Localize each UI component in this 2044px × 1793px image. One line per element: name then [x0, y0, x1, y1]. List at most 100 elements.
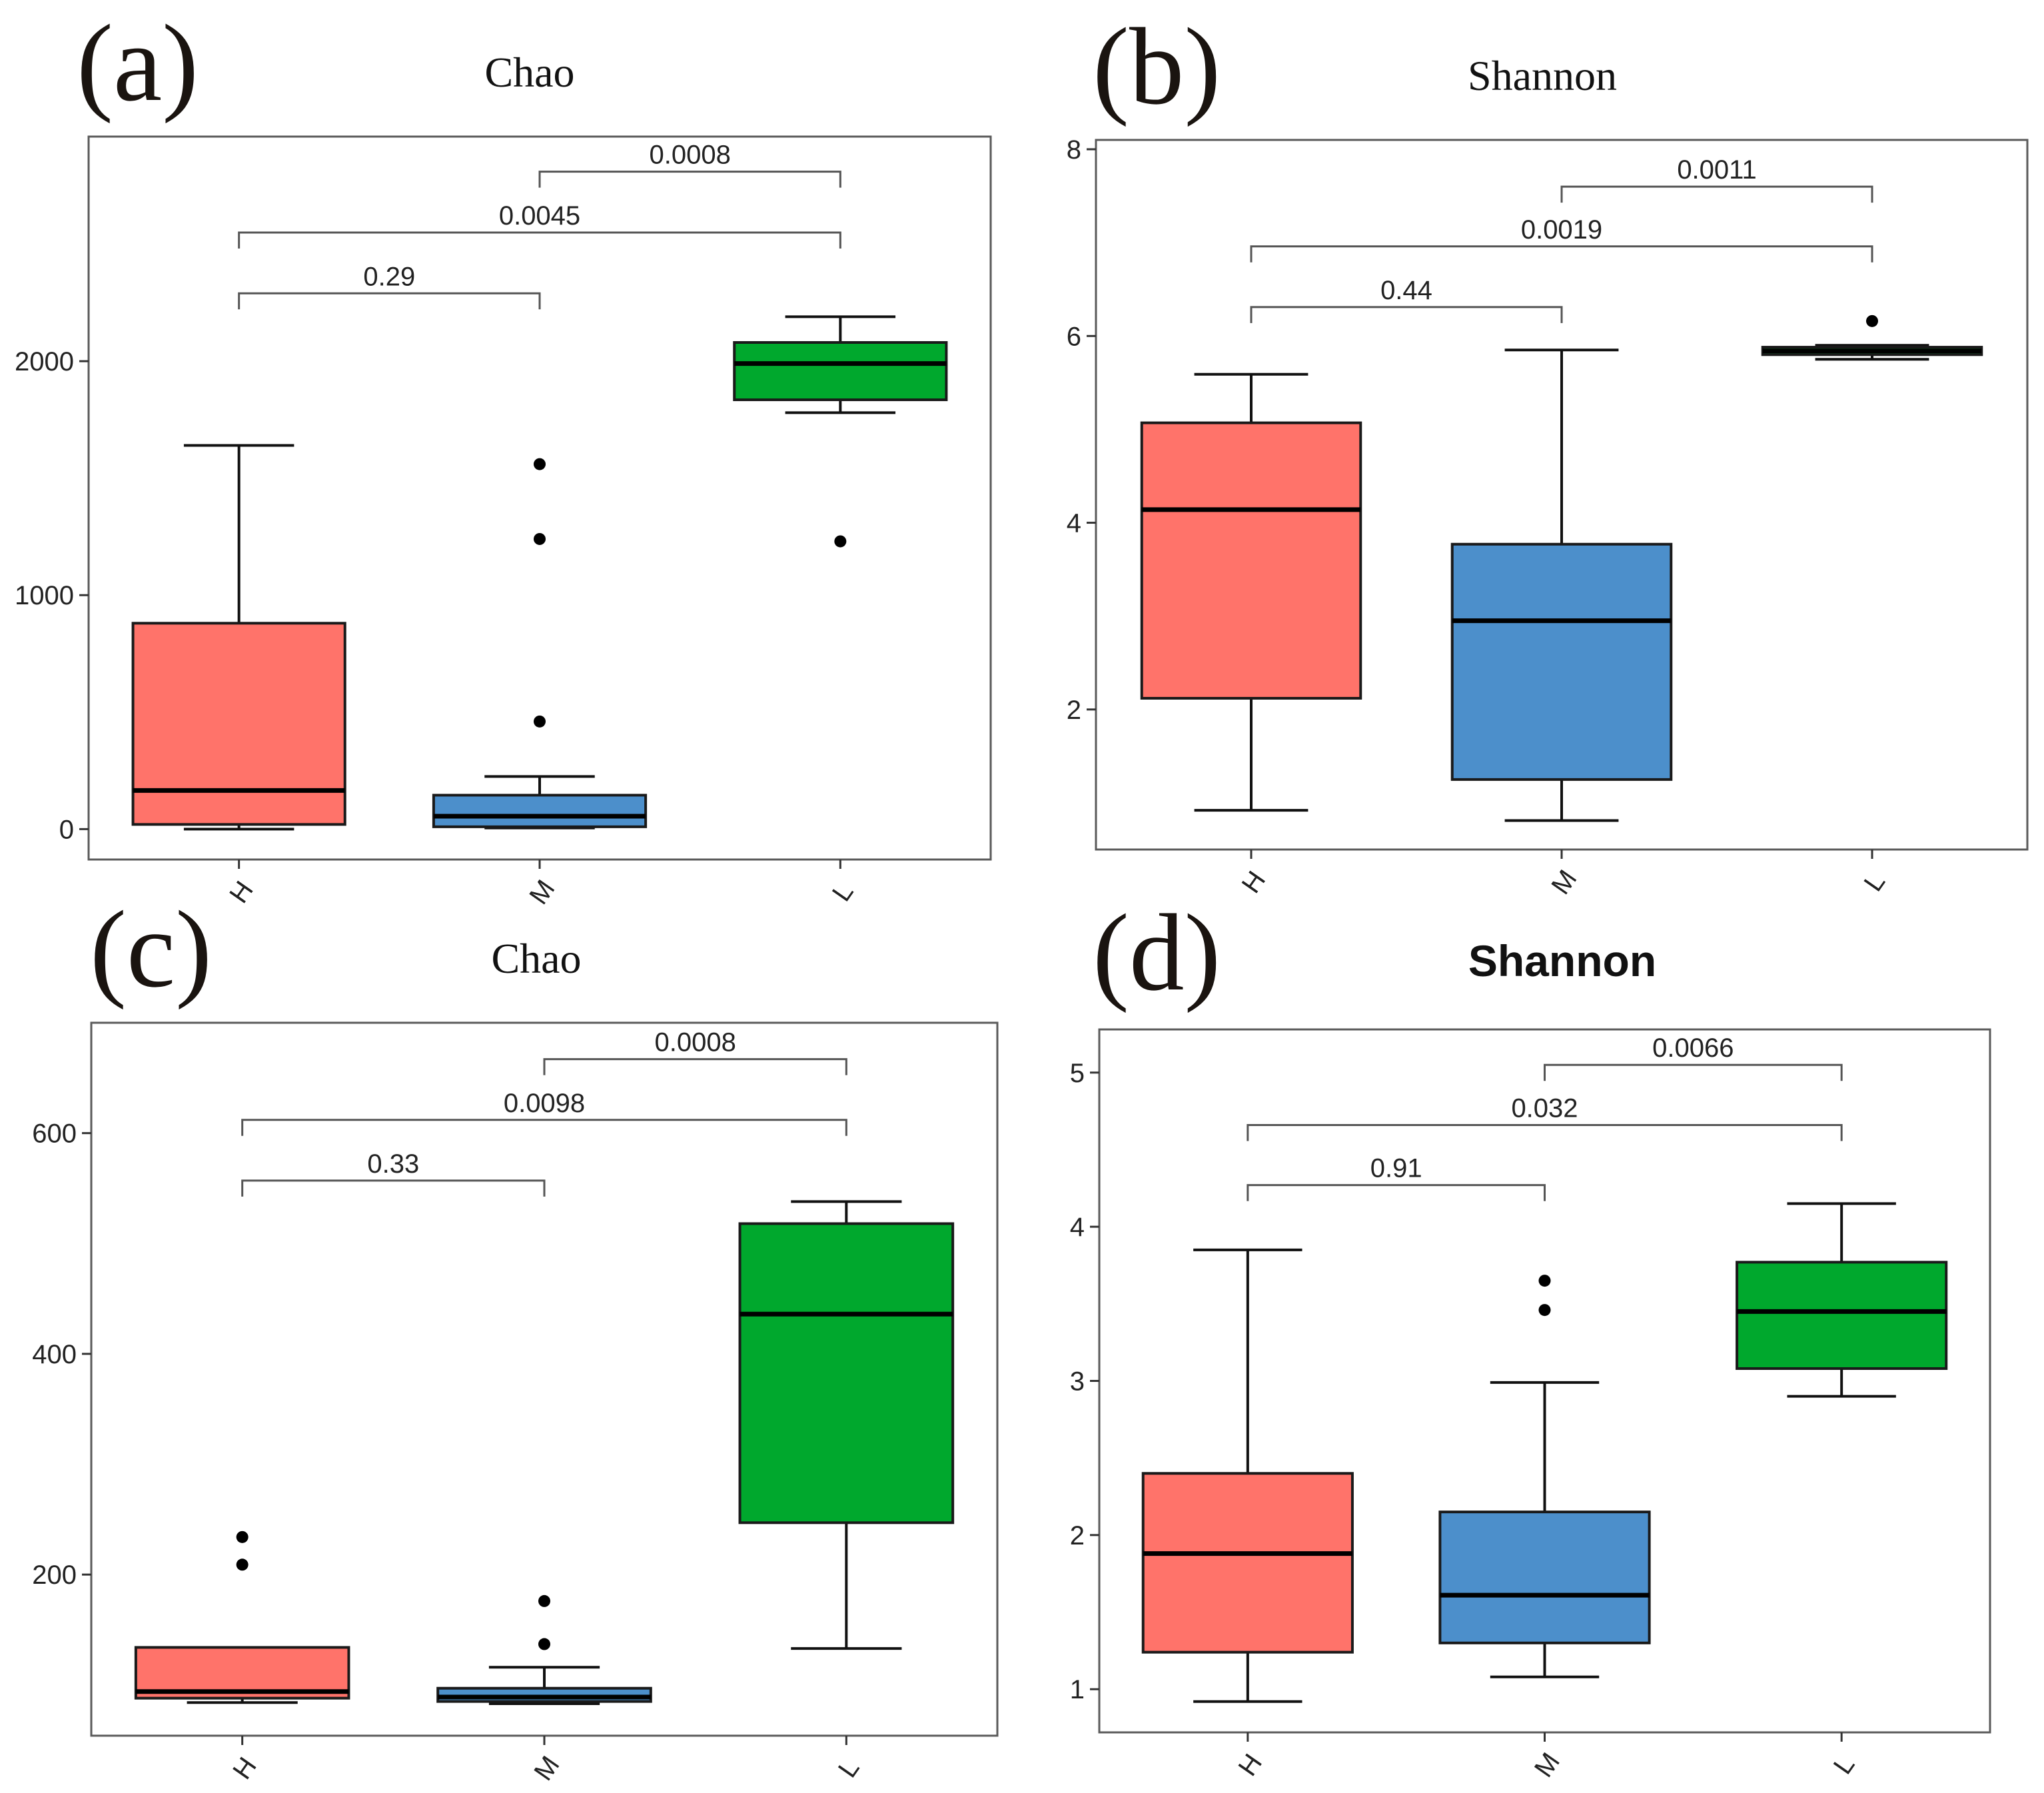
- box-L: [738, 1200, 955, 1650]
- significance-bracket: 0.032: [1247, 1093, 1843, 1141]
- panel-label: (c): [90, 888, 212, 1010]
- significance-bracket: 0.0066: [1544, 1033, 1843, 1081]
- box-H: [1141, 1248, 1354, 1703]
- significance-bracket: 0.0008: [538, 141, 841, 188]
- bracket-line: [1247, 1123, 1843, 1141]
- chart-title: Shannon: [1468, 52, 1617, 99]
- bracket-line: [1250, 306, 1563, 323]
- bracket-line: [241, 1179, 546, 1197]
- bracket-line: [543, 1058, 847, 1075]
- box-H: [134, 1530, 350, 1704]
- box-iqr: [1141, 1472, 1354, 1654]
- bracket-line: [241, 1119, 847, 1136]
- x-tick-label: H: [1237, 866, 1272, 899]
- chart-panel-c: (c) Chao 200 400 600 H M L 0.0008 0.0098 0.33: [32, 888, 999, 1786]
- y-tick-label: 1000: [15, 581, 74, 610]
- y-tick-label: 3: [1070, 1367, 1085, 1397]
- bracket-line: [238, 231, 841, 249]
- significance-bracket: 0.33: [241, 1149, 546, 1197]
- y-tick-label: 5: [1070, 1059, 1085, 1088]
- y-tick-label: 0: [59, 815, 74, 844]
- outlier-point: [1538, 1275, 1551, 1287]
- p-value-label: 0.0011: [1677, 155, 1756, 185]
- outlier-point: [534, 715, 546, 728]
- bracket-line: [238, 292, 541, 310]
- significance-bracket: 0.0011: [1560, 155, 1873, 203]
- bracket-line: [538, 171, 841, 188]
- chart-title: Shannon: [1468, 936, 1656, 985]
- x-tick-label: M: [1546, 865, 1582, 900]
- x-tick-label: H: [1233, 1749, 1268, 1782]
- outlier-point: [834, 535, 847, 548]
- box-iqr: [1140, 421, 1362, 700]
- y-tick-label: 4: [1070, 1213, 1085, 1242]
- chart-panel-a: (a) Chao 0 1000 2000 H M L 0.0008 0.0045 0.29: [15, 2, 992, 910]
- panel-label: (b): [1093, 5, 1221, 127]
- y-tick-label: 4: [1067, 509, 1081, 538]
- box-iqr: [432, 794, 648, 828]
- chart-title: Chao: [484, 49, 574, 96]
- x-tick-label: M: [1529, 1748, 1566, 1783]
- bracket-line: [1247, 1184, 1546, 1201]
- chart-title: Chao: [491, 935, 581, 982]
- x-tick-label: H: [227, 1752, 262, 1785]
- p-value-label: 0.032: [1511, 1093, 1578, 1123]
- y-tick-label: 400: [32, 1340, 77, 1369]
- box-iqr: [131, 622, 346, 826]
- outlier-point: [1538, 1304, 1551, 1317]
- significance-bracket: 0.0019: [1250, 215, 1873, 263]
- panel-label: (d): [1093, 892, 1221, 1013]
- y-tick-label: 1: [1070, 1675, 1085, 1704]
- bracket-line: [1250, 245, 1873, 263]
- x-tick-label: H: [224, 876, 259, 909]
- box-iqr: [1450, 542, 1673, 781]
- y-tick-label: 2000: [15, 347, 74, 376]
- outlier-point: [236, 1558, 249, 1571]
- chart-panel-d: (d) Shannon 1 2 3 4 5 H M L 0.0066 0.032 0.91: [1070, 892, 1991, 1783]
- box-iqr: [1736, 1261, 1948, 1370]
- outlier-point: [1866, 314, 1878, 327]
- y-tick-label: 2: [1070, 1521, 1085, 1550]
- y-tick-label: 600: [32, 1119, 77, 1149]
- box-M: [436, 1594, 652, 1705]
- p-value-label: 0.29: [363, 262, 415, 291]
- outlier-point: [538, 1638, 550, 1650]
- p-value-label: 0.0098: [504, 1089, 585, 1118]
- panel-label: (a): [77, 2, 199, 124]
- box-iqr: [1438, 1510, 1651, 1644]
- outlier-point: [534, 458, 546, 470]
- bracket-line: [1544, 1063, 1843, 1081]
- box-L: [733, 315, 948, 548]
- x-tick-label: M: [524, 875, 560, 910]
- box-iqr: [733, 340, 948, 402]
- significance-bracket: 0.91: [1247, 1154, 1546, 1201]
- x-tick-label: L: [1859, 868, 1891, 896]
- box-M: [432, 458, 648, 830]
- x-tick-label: L: [833, 1754, 865, 1782]
- y-tick-label: 8: [1067, 135, 1081, 165]
- p-value-label: 0.0008: [649, 141, 730, 170]
- significance-bracket: 0.0045: [238, 201, 841, 249]
- box-H: [131, 444, 346, 831]
- p-value-label: 0.0008: [654, 1028, 736, 1057]
- significance-bracket: 0.29: [238, 262, 541, 310]
- box-iqr: [738, 1222, 955, 1524]
- p-value-label: 0.0019: [1521, 215, 1602, 245]
- box-M: [1450, 348, 1673, 822]
- p-value-label: 0.91: [1370, 1154, 1422, 1183]
- outlier-point: [236, 1530, 249, 1543]
- p-value-label: 0.44: [1380, 276, 1432, 305]
- significance-bracket: 0.44: [1250, 276, 1563, 323]
- x-tick-label: L: [1828, 1750, 1861, 1779]
- bracket-line: [1560, 185, 1873, 203]
- box-L: [1761, 314, 1983, 361]
- box-M: [1438, 1275, 1651, 1678]
- p-value-label: 0.33: [367, 1149, 419, 1179]
- y-tick-label: 2: [1067, 696, 1081, 725]
- y-tick-label: 200: [32, 1560, 77, 1590]
- p-value-label: 0.0045: [499, 201, 580, 231]
- x-tick-label: L: [827, 878, 859, 906]
- chart-panel-b: (b) Shannon 2 4 6 8 H M L 0.0011 0.0019 0.44: [1067, 5, 2029, 900]
- outlier-point: [534, 532, 546, 545]
